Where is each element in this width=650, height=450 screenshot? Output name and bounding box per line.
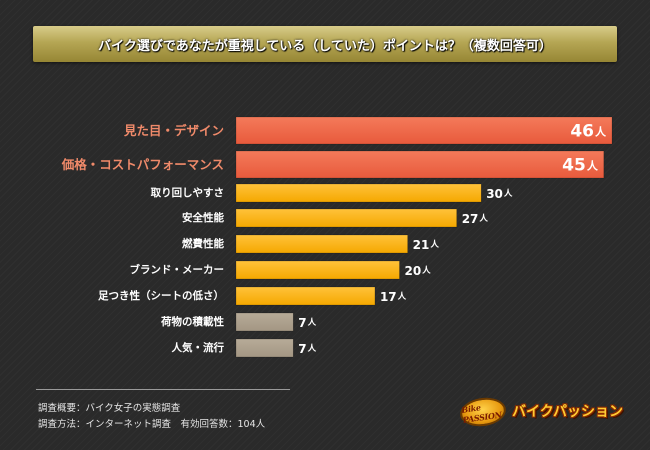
category-label: 人気・流行: [172, 341, 225, 354]
value-label: 21人: [413, 238, 440, 252]
chart-title: バイク選びであなたが重視している（していた）ポイントは？（複数回答可）: [98, 38, 552, 54]
bar: [235, 286, 376, 306]
title-banner: バイク選びであなたが重視している（していた）ポイントは？（複数回答可）: [33, 26, 617, 62]
bar: [235, 338, 294, 358]
emblem-text: Bike PASSION: [460, 402, 503, 425]
category-label: 取り回しやすさ: [151, 187, 224, 199]
category-label: 荷物の積載性: [160, 315, 224, 328]
category-label: ブランド・メーカー: [130, 263, 225, 276]
bar: [235, 150, 605, 179]
value-label: 20人: [404, 264, 431, 278]
category-label: 見た目・デザイン: [123, 123, 224, 138]
value-label: 27人: [462, 212, 489, 226]
survey-summary: 調査概要：バイク女子の実態調査: [38, 403, 181, 414]
footer-divider: [36, 389, 290, 390]
value-label: 30人: [486, 187, 513, 201]
category-label: 足つき性（シートの低さ）: [98, 289, 224, 302]
value-label: 7人: [298, 342, 316, 356]
bar: [235, 183, 482, 203]
bar: [235, 260, 400, 280]
category-label: 安全性能: [182, 211, 224, 224]
category-label: 燃費性能: [182, 237, 224, 250]
bar: [235, 208, 457, 228]
bar: [235, 116, 613, 145]
value-label: 17人: [380, 290, 407, 304]
bar: [235, 312, 294, 332]
value-label: 45人: [562, 156, 599, 176]
category-label: 価格・コストパフォーマンス: [61, 157, 224, 172]
bike-passion-wordmark: バイクパッション: [512, 404, 624, 420]
value-label: 46人: [570, 122, 607, 142]
bar: [235, 234, 408, 254]
survey-method: 調査方法：インターネット調査 有効回答数：104人: [38, 419, 266, 430]
value-label: 7人: [298, 316, 316, 330]
